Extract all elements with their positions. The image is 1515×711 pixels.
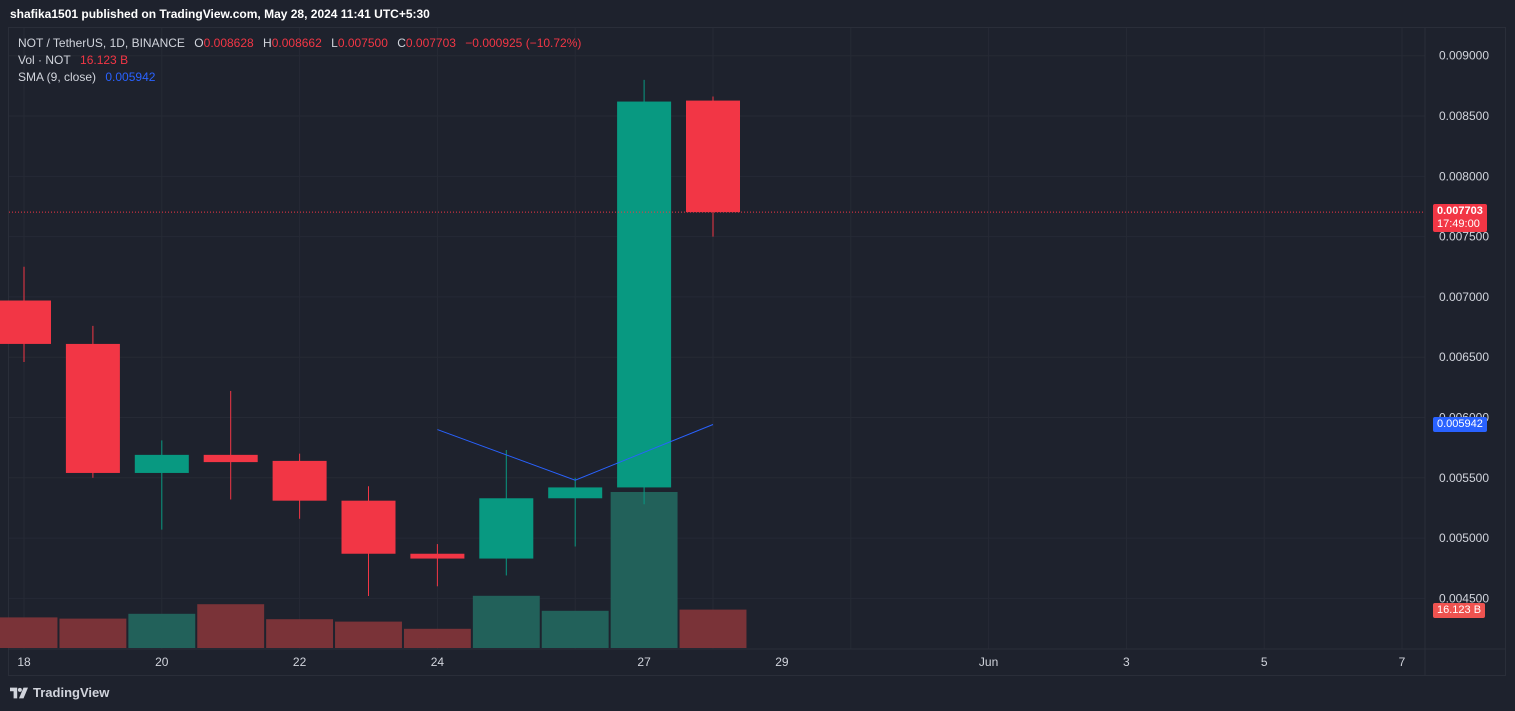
legend-volume-row: Vol · NOT 16.123 B bbox=[18, 52, 581, 69]
volume-bar-3 bbox=[197, 604, 265, 648]
volume-bar-0 bbox=[0, 617, 58, 648]
legend-sma-label[interactable]: SMA (9, close) bbox=[18, 70, 97, 84]
last-price-badge: 0.007703 17:49:00 bbox=[1433, 204, 1487, 233]
chart-frame bbox=[8, 27, 1506, 676]
x-tick-label-0: 18 bbox=[17, 655, 31, 669]
legend-close-value: 0.007703 bbox=[405, 36, 456, 50]
last-price-value: 0.007703 bbox=[1437, 205, 1483, 218]
x-tick-label-2: 22 bbox=[293, 655, 307, 669]
volume-bar-2 bbox=[128, 613, 196, 648]
y-tick-label-1: 0.008500 bbox=[1439, 109, 1489, 123]
sma-badge-value: 0.005942 bbox=[1437, 418, 1483, 431]
tradingview-logo-icon bbox=[10, 687, 28, 698]
y-tick-label-4: 0.007000 bbox=[1439, 290, 1489, 304]
candle-body-1 bbox=[65, 343, 120, 473]
legend-low-label: L bbox=[331, 36, 338, 50]
legend-close-label: C bbox=[397, 36, 406, 50]
volume-badge-value: 16.123 B bbox=[1437, 603, 1482, 616]
legend-sma-value: 0.005942 bbox=[105, 70, 156, 84]
volume-badge: 16.123 B bbox=[1433, 602, 1486, 618]
sma-line bbox=[437, 424, 714, 481]
x-tick-label-8: 5 bbox=[1261, 655, 1268, 669]
candle-body-9 bbox=[617, 101, 672, 488]
legend-high-label: H bbox=[263, 36, 272, 50]
legend-volume-label[interactable]: Vol · NOT bbox=[18, 53, 71, 67]
y-tick-label-8: 0.005000 bbox=[1439, 531, 1489, 545]
volume-bar-6 bbox=[403, 628, 471, 648]
legend-low-value: 0.007500 bbox=[337, 36, 388, 50]
volume-bar-4 bbox=[266, 619, 334, 648]
volume-bar-8 bbox=[541, 610, 609, 648]
legend-high-value: 0.008662 bbox=[271, 36, 322, 50]
x-tick-label-6: Jun bbox=[979, 655, 998, 669]
legend-ohlc-row: NOT / TetherUS, 1D, BINANCE O0.008628 H0… bbox=[18, 35, 581, 52]
volume-bar-9 bbox=[610, 492, 678, 648]
volume-bar-1 bbox=[59, 618, 127, 648]
sma-badge: 0.005942 bbox=[1433, 417, 1487, 433]
legend-change: −0.000925 (−10.72%) bbox=[465, 36, 582, 50]
x-tick-label-4: 27 bbox=[637, 655, 651, 669]
candle-body-10 bbox=[686, 100, 740, 213]
y-tick-label-5: 0.006500 bbox=[1439, 350, 1489, 364]
y-tick-label-7: 0.005500 bbox=[1439, 471, 1489, 485]
legend-symbol[interactable]: NOT / TetherUS, 1D, BINANCE bbox=[18, 36, 185, 50]
x-tick-label-5: 29 bbox=[775, 655, 789, 669]
candle-body-7 bbox=[479, 498, 534, 559]
legend-open-value: 0.008628 bbox=[203, 36, 254, 50]
x-tick-label-1: 20 bbox=[155, 655, 169, 669]
countdown-value: 17:49:00 bbox=[1437, 218, 1480, 231]
x-tick-label-7: 3 bbox=[1123, 655, 1130, 669]
y-tick-label-9: 0.004500 bbox=[1439, 591, 1489, 605]
candle-body-0 bbox=[0, 300, 51, 344]
legend-sma-row: SMA (9, close) 0.005942 bbox=[18, 69, 581, 86]
candle-body-5 bbox=[341, 500, 396, 554]
published-text: shafika1501 published on TradingView.com… bbox=[10, 7, 430, 21]
candle-body-8 bbox=[548, 487, 603, 499]
footer-brand[interactable]: TradingView bbox=[10, 685, 109, 700]
chart-legend: NOT / TetherUS, 1D, BINANCE O0.008628 H0… bbox=[18, 35, 581, 86]
x-tick-label-9: 7 bbox=[1399, 655, 1406, 669]
legend-volume-value: 16.123 B bbox=[80, 53, 129, 67]
candle-body-2 bbox=[134, 454, 189, 473]
legend-open-label: O bbox=[194, 36, 204, 50]
header-bar: shafika1501 published on TradingView.com… bbox=[0, 0, 1515, 26]
candle-body-4 bbox=[272, 460, 327, 501]
candle-body-6 bbox=[410, 553, 465, 559]
candle-body-3 bbox=[203, 454, 258, 463]
y-tick-label-2: 0.008000 bbox=[1439, 169, 1489, 183]
volume-bar-10 bbox=[679, 609, 747, 648]
y-tick-label-3: 0.007500 bbox=[1439, 230, 1489, 244]
y-tick-label-0: 0.009000 bbox=[1439, 49, 1489, 63]
volume-bar-5 bbox=[335, 621, 402, 648]
volume-bar-7 bbox=[472, 595, 540, 648]
x-tick-label-3: 24 bbox=[431, 655, 445, 669]
footer-brand-label: TradingView bbox=[33, 685, 110, 700]
